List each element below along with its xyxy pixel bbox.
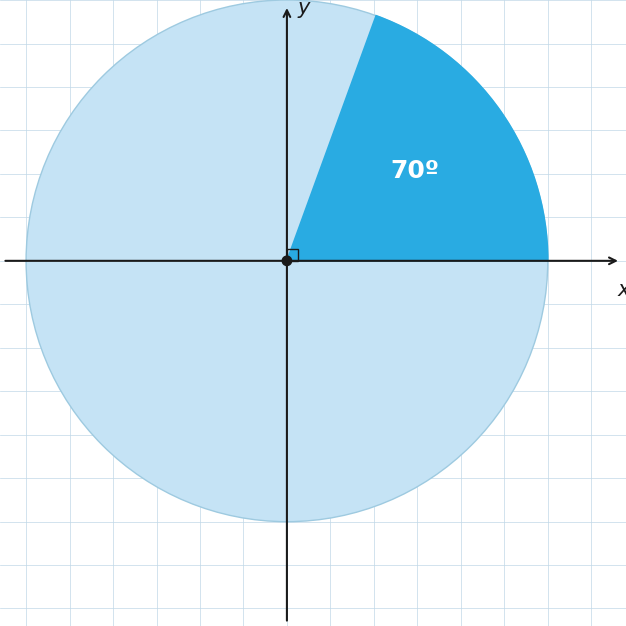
Circle shape xyxy=(26,0,548,521)
Text: x: x xyxy=(617,280,626,299)
Wedge shape xyxy=(287,16,548,261)
Text: 70º: 70º xyxy=(391,159,439,183)
Text: y: y xyxy=(297,0,310,18)
Circle shape xyxy=(282,256,292,265)
